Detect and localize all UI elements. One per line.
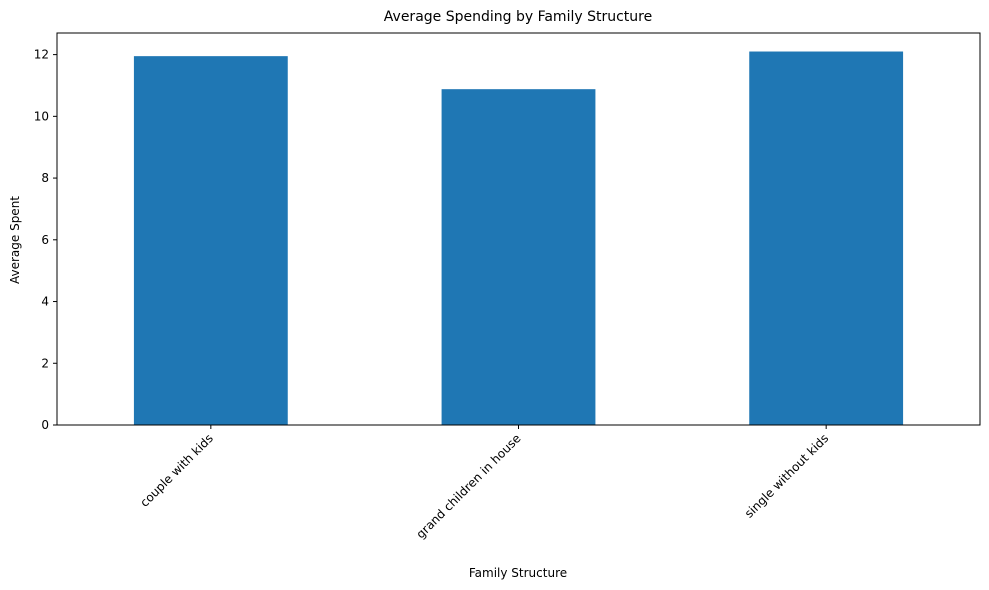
chart-title: Average Spending by Family Structure <box>384 9 652 25</box>
y-tick-label: 0 <box>41 418 49 432</box>
y-tick-label: 6 <box>41 233 49 247</box>
bar-1 <box>133 56 288 426</box>
y-tick-label: 4 <box>41 295 49 309</box>
y-tick-label: 12 <box>34 48 49 62</box>
x-axis-label: Family Structure <box>469 566 567 580</box>
bar-3 <box>749 51 904 425</box>
y-tick-label: 10 <box>34 109 49 123</box>
y-tick-label: 2 <box>41 356 49 370</box>
bar-2 <box>441 89 596 425</box>
y-axis-label: Average Spent <box>8 196 22 284</box>
y-tick-label: 8 <box>41 171 49 185</box>
